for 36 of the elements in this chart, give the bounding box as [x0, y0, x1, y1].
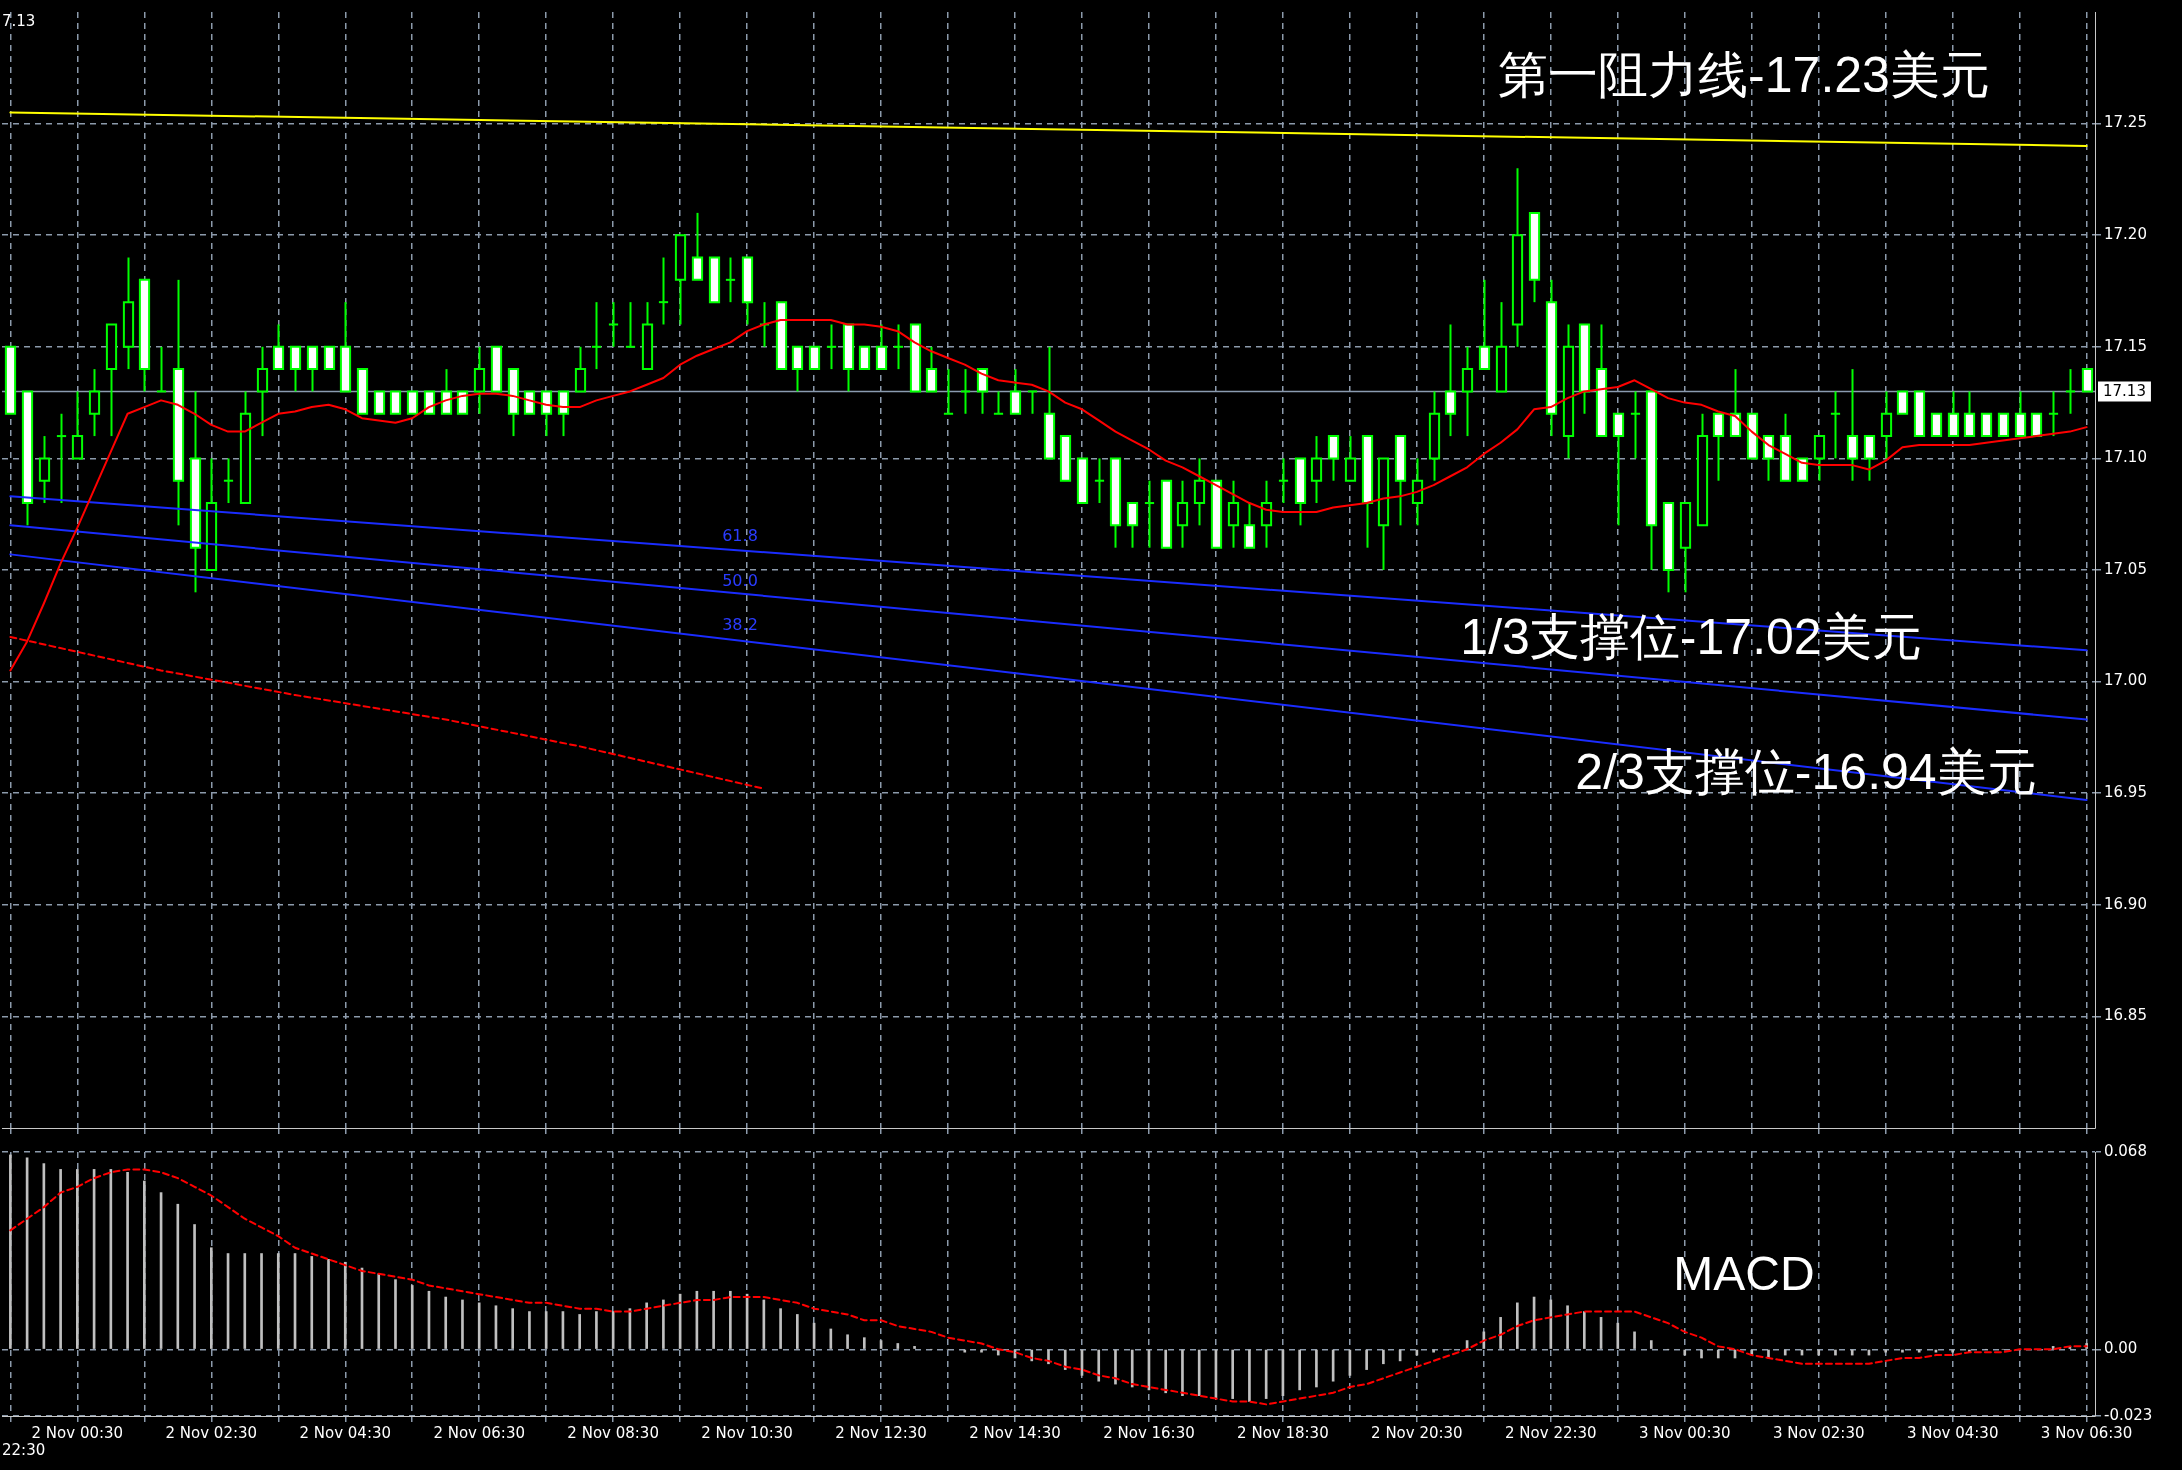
x-tick-label: 2 Nov 10:30: [701, 1423, 793, 1442]
x-tick-label: 2 Nov 04:30: [299, 1423, 392, 1442]
y-tick-label: 16.90: [2104, 894, 2147, 913]
annotation: 第一阻力线-17.23美元: [1498, 46, 1990, 103]
x-tick-label: 2 Nov 22:30: [1505, 1423, 1597, 1442]
x-tick-label: 2 Nov 00:30: [31, 1423, 124, 1442]
annotation: 61.8: [722, 526, 758, 546]
x-tick-label: 3 Nov 04:30: [1906, 1423, 1999, 1442]
y-tick-label: 17.05: [2104, 559, 2147, 578]
x-tick-label: 2 Nov 08:30: [567, 1423, 659, 1442]
x-tick-label: 3 Nov 00:30: [1638, 1423, 1731, 1442]
x-tick-label: 2 Nov 06:30: [433, 1423, 525, 1442]
y-tick-label: 17.10: [2104, 448, 2147, 467]
y-tick-label: 17.20: [2104, 225, 2147, 244]
x-tick-label: 2 Nov 14:30: [969, 1423, 1061, 1442]
y-tick-label: -0.023: [2104, 1405, 2153, 1424]
x-tick-label: 2 Nov 16:30: [1103, 1423, 1195, 1442]
text: 22:30: [2, 1441, 46, 1460]
y-tick-label: 16.85: [2104, 1006, 2147, 1025]
y-tick-label: 16.95: [2104, 783, 2147, 802]
annotation: MACD: [1673, 1247, 1815, 1301]
ref-line-label: 17.13: [2103, 382, 2146, 401]
annotation: 7.13: [2, 11, 36, 30]
x-tick-label: 2 Nov 18:30: [1237, 1423, 1329, 1442]
y-tick-label: 17.00: [2104, 671, 2147, 690]
x-tick-label: 3 Nov 02:30: [1772, 1423, 1865, 1442]
annotation: 38.2: [722, 615, 758, 635]
x-tick-label: 2 Nov 02:30: [165, 1423, 258, 1442]
annotation: 50.0: [722, 571, 758, 591]
y-tick-label: 0.00: [2104, 1339, 2138, 1358]
x-tick-label: 3 Nov 06:30: [2040, 1423, 2133, 1442]
x-tick-label: 2 Nov 12:30: [835, 1423, 927, 1442]
y-tick-label: 17.25: [2104, 113, 2147, 132]
y-tick-label: 0.068: [2104, 1141, 2147, 1160]
x-tick-label: 2 Nov 20:30: [1371, 1423, 1463, 1442]
y-tick-label: 17.15: [2104, 336, 2147, 355]
